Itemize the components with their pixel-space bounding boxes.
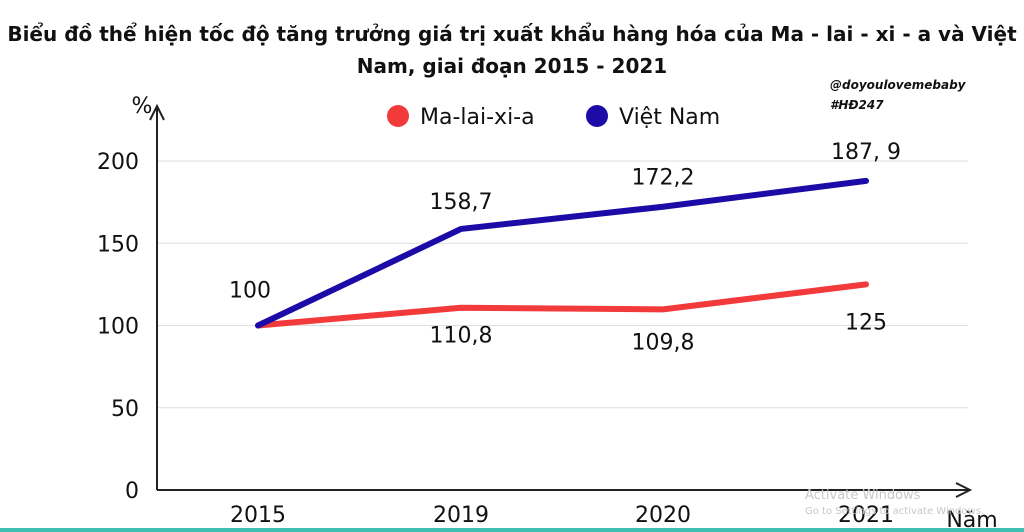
x-tick-label: 2020 [635, 503, 691, 528]
y-axis-title: % [132, 94, 153, 119]
y-tick-label: 100 [97, 315, 139, 340]
x-tick-label: 2021 [838, 503, 894, 528]
legend: Ma-lai-xi-a Việt Nam [387, 105, 720, 130]
legend-marker [586, 105, 608, 127]
data-label: 187, 9 [831, 140, 901, 165]
y-tick-label: 150 [97, 232, 139, 257]
legend-marker [387, 105, 409, 127]
x-axis-arrow [955, 482, 973, 498]
data-label: 158,7 [430, 190, 493, 215]
series-line [255, 281, 869, 329]
watermark-hashtag: #HĐ247 [830, 98, 884, 112]
data-label: 110,8 [430, 324, 493, 349]
series-lines [255, 177, 869, 329]
x-tick-label: 2019 [433, 503, 489, 528]
data-labels: 110,8 109,8 125 100 158,7 172,2 187, 9 [229, 140, 901, 355]
y-axis-arrow [149, 103, 165, 121]
activate-windows-subtext: Go to Settings to activate Windows. [805, 506, 985, 517]
activate-windows-overlay: Activate Windows Go to Settings to activ… [805, 488, 984, 517]
y-tick-label: 0 [125, 479, 139, 504]
taskbar-edge [0, 528, 1024, 532]
gridlines [157, 160, 968, 409]
legend-label: Ma-lai-xi-a [420, 105, 535, 130]
chart-title: Biểu đồ thể hiện tốc độ tăng trưởng giá … [7, 22, 1017, 78]
data-label: 100 [229, 279, 271, 304]
y-tick-label: 200 [97, 150, 139, 175]
x-tick-label: 2015 [230, 503, 286, 528]
data-label: 125 [845, 310, 887, 335]
series-line [255, 177, 869, 329]
y-tick-label: 50 [111, 397, 139, 422]
data-label: 172,2 [632, 166, 695, 191]
legend-label: Việt Nam [619, 105, 720, 130]
watermark-handle: @doyoulovemebaby [830, 78, 966, 92]
data-label: 109,8 [632, 330, 695, 355]
activate-windows-text: Activate Windows [805, 488, 921, 503]
